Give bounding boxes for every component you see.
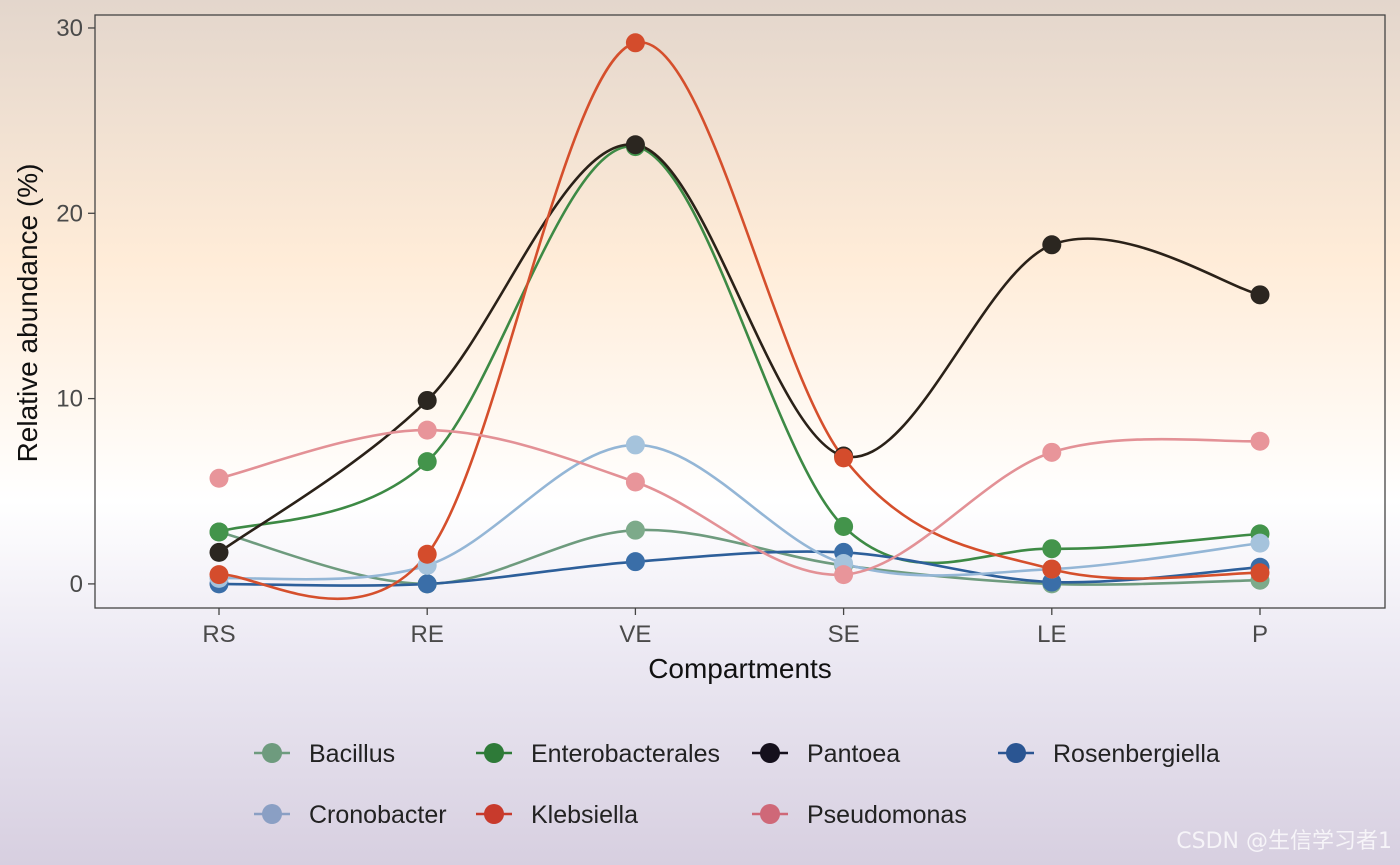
data-point-pantoea-p <box>1250 285 1270 305</box>
legend-key-dot-cronobacter <box>262 804 282 824</box>
series-points <box>209 33 1270 594</box>
x-axis: RS RE VE SE LE P <box>202 608 1268 648</box>
y-tick-label: 20 <box>56 200 83 227</box>
data-point-enterobacterales-re <box>417 452 437 472</box>
legend-key-dot-bacillus <box>262 743 282 763</box>
plot-panel <box>94 14 1386 609</box>
data-point-pseudomonas-re <box>417 420 437 440</box>
data-point-cronobacter-ve <box>625 435 645 455</box>
series-line-bacillus <box>218 528 1261 586</box>
legend-label-cronobacter: Cronobacter <box>309 801 447 829</box>
data-point-klebsiella-le <box>1042 559 1062 579</box>
data-point-bacillus-ve <box>625 520 645 540</box>
data-point-pseudomonas-se <box>834 565 854 585</box>
x-axis-title: Compartments <box>648 653 832 684</box>
data-point-enterobacterales-se <box>834 516 854 536</box>
data-point-klebsiella-re <box>417 544 437 564</box>
y-tick-label: 10 <box>56 386 83 413</box>
series-line-pantoea <box>218 143 1261 554</box>
legend-label-bacillus: Bacillus <box>309 740 395 768</box>
series-lines <box>218 41 1261 600</box>
data-point-pseudomonas-ve <box>625 472 645 492</box>
data-point-pantoea-le <box>1042 235 1062 255</box>
data-point-rosenbergiella-ve <box>625 552 645 572</box>
legend-key-dot-klebsiella <box>484 804 504 824</box>
legend-label-enterobacterales: Enterobacterales <box>531 740 720 768</box>
data-point-pantoea-ve <box>625 135 645 155</box>
legend-label-klebsiella: Klebsiella <box>531 801 638 829</box>
legend-label-pantoea: Pantoea <box>807 740 900 768</box>
data-point-klebsiella-se <box>834 448 854 468</box>
data-point-cronobacter-p <box>1250 533 1270 553</box>
x-tick-label: RE <box>411 621 444 648</box>
series-line-cronobacter <box>218 443 1261 581</box>
data-point-klebsiella-ve <box>625 33 645 53</box>
watermark: CSDN @生信学习者1 <box>1176 829 1392 854</box>
data-point-pseudomonas-p <box>1250 431 1270 451</box>
data-point-pseudomonas-rs <box>209 468 229 488</box>
series-line-klebsiella <box>218 41 1261 600</box>
data-point-pantoea-rs <box>209 542 229 562</box>
legend-key-dot-pantoea <box>760 743 780 763</box>
legend-label-rosenbergiella: Rosenbergiella <box>1053 740 1220 768</box>
data-point-klebsiella-p <box>1250 563 1270 583</box>
y-axis-title: Relative abundance (%) <box>12 164 43 463</box>
data-point-pantoea-re <box>417 390 437 410</box>
data-point-enterobacterales-rs <box>209 522 229 542</box>
x-tick-label: LE <box>1037 621 1066 648</box>
x-tick-label: VE <box>619 621 651 648</box>
x-tick-label: P <box>1252 621 1268 648</box>
legend-key-dot-rosenbergiella <box>1006 743 1026 763</box>
legend-label-pseudomonas: Pseudomonas <box>807 801 967 829</box>
x-tick-label: RS <box>202 621 235 648</box>
data-point-klebsiella-rs <box>209 565 229 585</box>
legend-key-dot-enterobacterales <box>484 743 504 763</box>
data-point-rosenbergiella-re <box>417 574 437 594</box>
y-tick-label: 30 <box>56 15 83 42</box>
series-line-rosenbergiella <box>218 550 1261 587</box>
data-point-pseudomonas-le <box>1042 442 1062 462</box>
x-tick-label: SE <box>828 621 860 648</box>
legend: Bacillus Enterobacterales Pantoea Rosenberg… <box>254 740 1220 829</box>
y-tick-label: 0 <box>70 571 83 598</box>
y-axis: 0 10 20 30 <box>56 15 95 598</box>
data-point-enterobacterales-le <box>1042 539 1062 559</box>
series-line-pseudomonas <box>218 428 1261 576</box>
legend-key-dot-pseudomonas <box>760 804 780 824</box>
